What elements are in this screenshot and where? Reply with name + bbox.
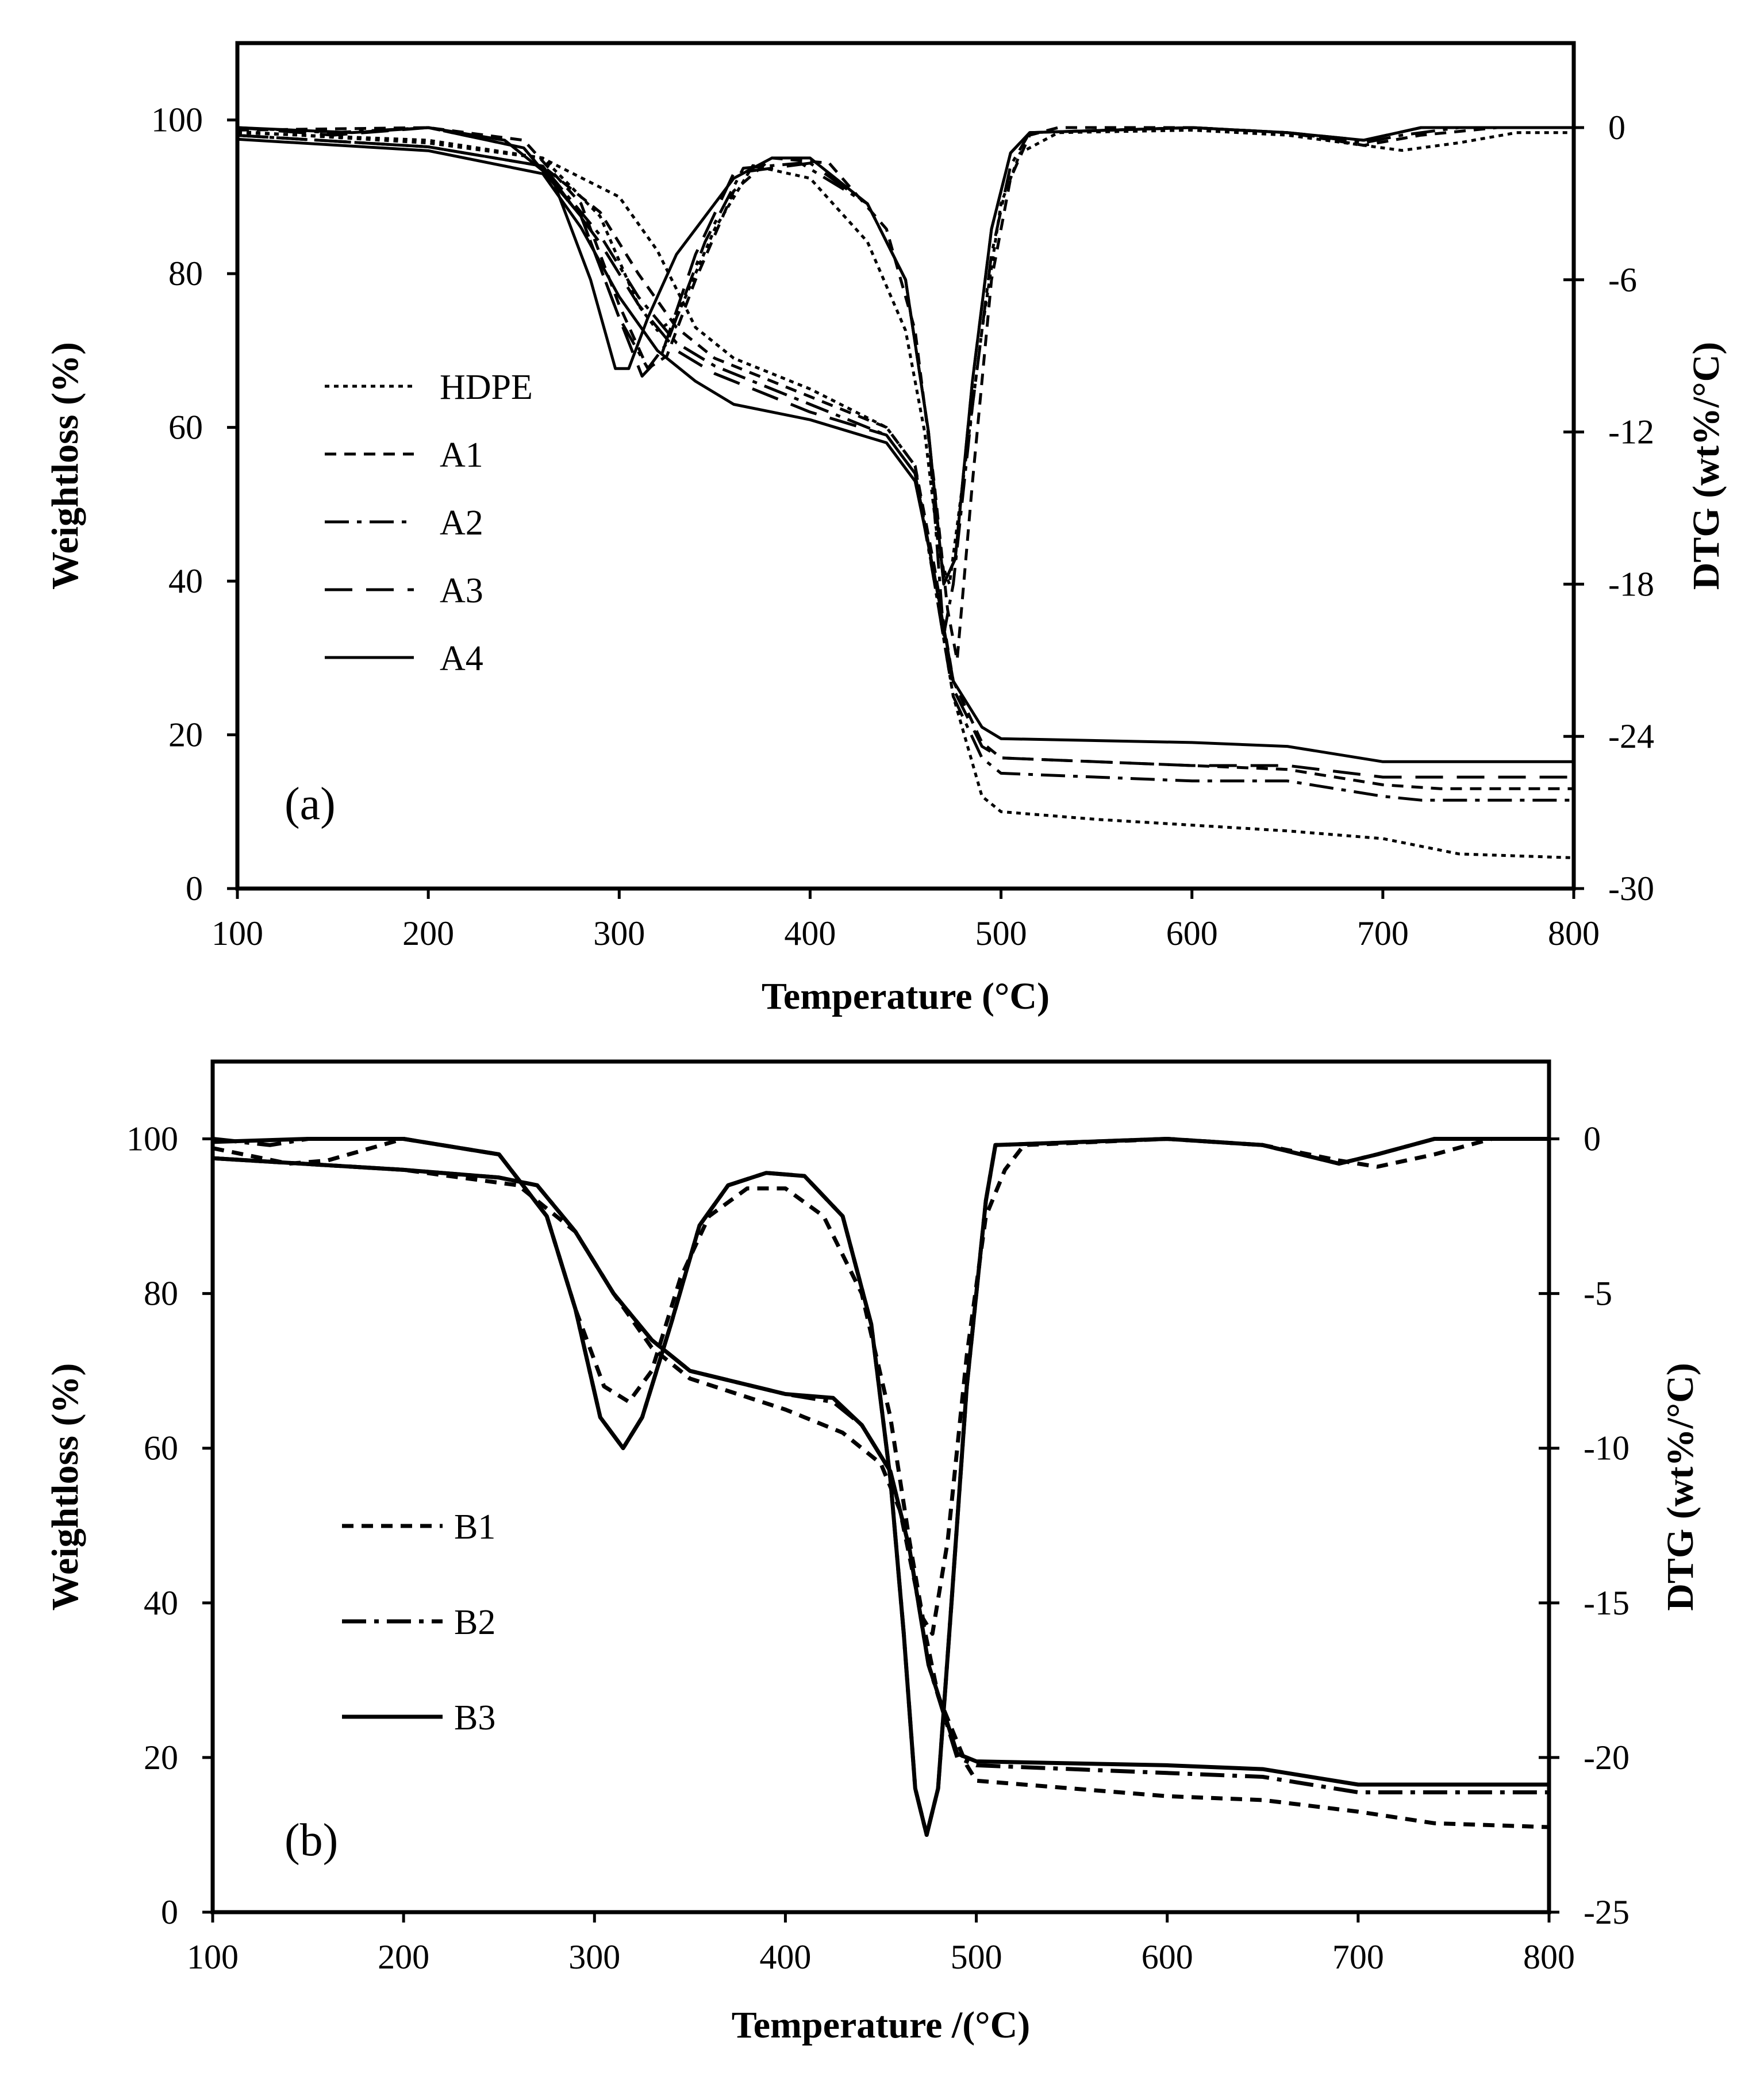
y-tick-label: 100 (126, 1120, 178, 1158)
x-tick-label: 200 (378, 1938, 429, 1976)
y-tick-label: 60 (144, 1429, 178, 1467)
x-tick-label: 800 (1523, 1938, 1575, 1976)
plot-frame (210, 1059, 1551, 1914)
y-tick-label: 0 (186, 870, 203, 908)
x-tick-label: 500 (951, 1938, 1002, 1976)
legend-label-a4: A4 (440, 639, 483, 678)
tg-curve-b1 (212, 1156, 1550, 1829)
dtg-curve-a2 (237, 126, 1574, 637)
y-tick-label: 0 (161, 1893, 178, 1931)
x-tick-label: 300 (568, 1938, 620, 1976)
y-axis-title: Weightloss (%) (44, 342, 86, 590)
x-tick-label: 100 (187, 1938, 239, 1976)
legend-label-a2: A2 (440, 503, 483, 543)
dtg-curve-a3 (237, 126, 1574, 586)
tg-curve-hdpe (237, 130, 1574, 859)
x-axis-title: Temperature /(°C) (732, 2004, 1030, 2046)
y2-tick-label: -15 (1584, 1584, 1630, 1622)
y2-tick-label: -25 (1584, 1893, 1630, 1931)
y2-tick-label: -6 (1608, 261, 1637, 299)
y2-tick-label: -30 (1608, 870, 1654, 908)
y-tick-label: 80 (144, 1275, 178, 1313)
y-tick-label: 20 (144, 1739, 178, 1777)
y-axis-title: Weightloss (%) (44, 1363, 86, 1611)
y2-tick-label: -24 (1608, 717, 1654, 755)
x-tick-label: 300 (593, 914, 645, 952)
x-tick-label: 600 (1166, 914, 1218, 952)
y2-tick-label: -10 (1584, 1429, 1630, 1467)
y-tick-label: 60 (168, 409, 203, 447)
panel-label: (b) (285, 1815, 338, 1866)
legend-label-hdpe: HDPE (440, 368, 533, 407)
y-tick-label: 40 (144, 1584, 178, 1622)
tg-curve-a4 (237, 137, 1574, 763)
legend-label-b1: B1 (454, 1508, 495, 1547)
y2-axis-title: DTG (wt%/°C) (1659, 1363, 1701, 1611)
x-tick-label: 800 (1548, 914, 1600, 952)
x-axis-title: Temperature (°C) (762, 975, 1050, 1017)
y-tick-label: 40 (168, 562, 203, 600)
x-tick-label: 700 (1332, 1938, 1384, 1976)
y-tick-label: 100 (151, 101, 203, 139)
x-tick-label: 400 (759, 1938, 811, 1976)
y2-axis-title: DTG (wt%/°C) (1685, 342, 1727, 590)
tg-curve-b3 (212, 1156, 1549, 1787)
y2-tick-label: 0 (1608, 109, 1625, 147)
x-tick-label: 100 (212, 914, 263, 952)
y2-tick-label: -18 (1608, 565, 1654, 603)
dtg-curve-a1 (237, 126, 1574, 662)
tg-curve-a3 (237, 134, 1574, 779)
y2-tick-label: -5 (1584, 1275, 1612, 1313)
x-tick-label: 500 (975, 914, 1027, 952)
tg-curve-a1 (237, 134, 1574, 790)
legend-label-b2: B2 (454, 1603, 495, 1642)
legend-label-a3: A3 (440, 571, 483, 610)
dtg-curve-b3 (212, 1137, 1549, 1837)
x-tick-label: 700 (1357, 914, 1409, 952)
y2-tick-label: -12 (1608, 413, 1654, 451)
y2-tick-label: 0 (1584, 1120, 1601, 1158)
y2-tick-label: -20 (1584, 1739, 1630, 1777)
tg-curve-b2 (212, 1156, 1549, 1794)
dtg-curve-hdpe (237, 128, 1574, 586)
y-tick-label: 20 (168, 716, 203, 754)
x-tick-label: 600 (1142, 1938, 1193, 1976)
x-tick-label: 200 (402, 914, 454, 952)
dtg-curve-b2 (212, 1137, 1549, 1837)
legend-label-b3: B3 (454, 1698, 495, 1737)
x-tick-label: 400 (784, 914, 836, 952)
plot-frame (235, 41, 1576, 891)
legend-label-a1: A1 (440, 436, 483, 475)
y-tick-label: 80 (168, 255, 203, 293)
dtg-curve-a4 (237, 126, 1574, 586)
panel-label: (a) (285, 779, 336, 829)
